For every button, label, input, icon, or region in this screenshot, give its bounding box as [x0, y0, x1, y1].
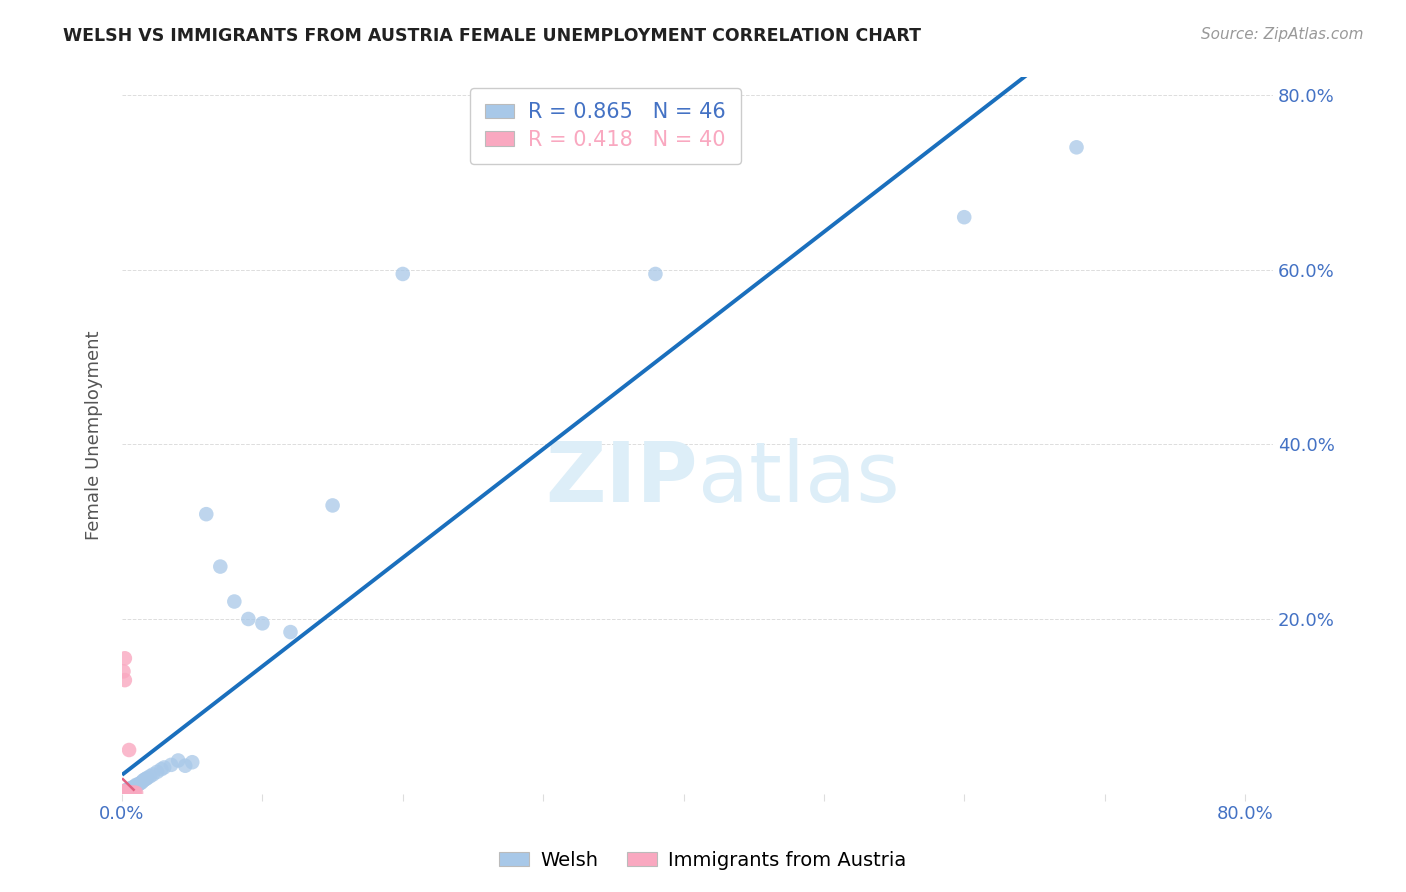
Point [150, 762, 173, 776]
Point [111, 785, 134, 799]
Point [322, 499, 344, 513]
Point [224, 594, 246, 608]
Point [125, 778, 148, 792]
Point [115, 785, 138, 799]
Point [146, 764, 169, 779]
Point [124, 786, 146, 800]
Point [644, 267, 666, 281]
Point [174, 758, 197, 772]
Point [128, 777, 150, 791]
Point [114, 785, 136, 799]
Point [112, 786, 135, 800]
Point [117, 786, 139, 800]
Point [121, 786, 143, 800]
Point [111, 786, 134, 800]
Point [124, 780, 146, 794]
Point [112, 784, 135, 798]
Point [120, 781, 142, 796]
Point [131, 775, 153, 789]
Point [114, 786, 136, 800]
Legend: R = 0.865   N = 46, R = 0.418   N = 40: R = 0.865 N = 46, R = 0.418 N = 40 [470, 87, 741, 164]
Point [121, 780, 143, 795]
Point [114, 786, 136, 800]
Point [118, 783, 141, 797]
Point [115, 786, 138, 800]
Point [115, 786, 138, 800]
Point [1066, 140, 1088, 154]
Point [115, 783, 138, 797]
Text: WELSH VS IMMIGRANTS FROM AUSTRIA FEMALE UNEMPLOYMENT CORRELATION CHART: WELSH VS IMMIGRANTS FROM AUSTRIA FEMALE … [63, 27, 921, 45]
Point [167, 754, 190, 768]
Point [112, 665, 135, 679]
Y-axis label: Female Unemployment: Female Unemployment [86, 331, 103, 541]
Point [142, 767, 165, 781]
Point [111, 786, 134, 800]
Point [120, 786, 142, 800]
Point [112, 786, 135, 800]
Point [111, 786, 134, 800]
Point [160, 757, 183, 772]
Point [122, 786, 145, 800]
Point [280, 625, 302, 640]
Point [114, 786, 136, 800]
Point [136, 771, 159, 785]
Point [114, 651, 136, 665]
Point [195, 507, 218, 521]
Point [118, 782, 141, 797]
Point [114, 784, 136, 798]
Point [121, 781, 143, 796]
Legend: Welsh, Immigrants from Austria: Welsh, Immigrants from Austria [492, 843, 914, 878]
Point [209, 559, 232, 574]
Point [181, 756, 204, 770]
Point [112, 786, 135, 800]
Point [114, 673, 136, 687]
Point [115, 786, 138, 800]
Point [114, 786, 136, 800]
Point [953, 210, 976, 224]
Point [252, 616, 274, 631]
Point [134, 772, 156, 787]
Point [132, 773, 155, 788]
Point [125, 786, 148, 800]
Point [115, 786, 138, 800]
Point [111, 785, 134, 799]
Point [238, 612, 260, 626]
Point [118, 786, 141, 800]
Point [125, 779, 148, 793]
Point [129, 776, 152, 790]
Point [127, 778, 149, 792]
Text: ZIP: ZIP [546, 438, 697, 519]
Point [153, 760, 176, 774]
Point [139, 769, 162, 783]
Point [111, 785, 134, 799]
Point [111, 786, 134, 800]
Point [112, 785, 135, 799]
Point [117, 786, 139, 800]
Point [117, 782, 139, 797]
Text: atlas: atlas [697, 438, 900, 519]
Point [118, 786, 141, 800]
Point [120, 782, 142, 797]
Point [112, 786, 135, 800]
Point [115, 786, 138, 800]
Text: Source: ZipAtlas.com: Source: ZipAtlas.com [1201, 27, 1364, 42]
Point [115, 786, 138, 800]
Point [117, 784, 139, 798]
Point [122, 780, 145, 795]
Point [121, 786, 143, 800]
Point [111, 786, 134, 800]
Point [120, 786, 142, 800]
Point [117, 786, 139, 800]
Point [112, 785, 135, 799]
Point [115, 784, 138, 798]
Point [391, 267, 413, 281]
Point [118, 743, 141, 757]
Point [135, 772, 157, 786]
